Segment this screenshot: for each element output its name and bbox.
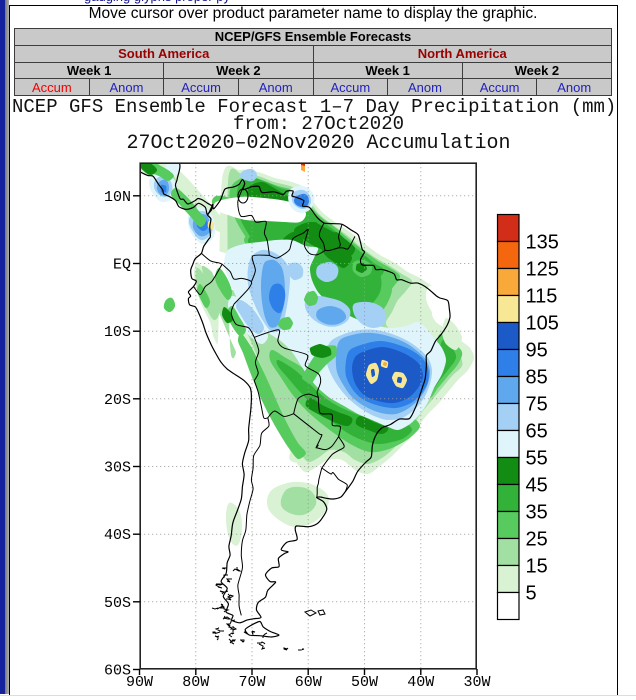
svg-text:60S: 60S (104, 663, 131, 680)
svg-text:65: 65 (526, 421, 548, 443)
svg-text:40S: 40S (104, 527, 131, 544)
svg-text:50S: 50S (104, 595, 131, 612)
svg-text:125: 125 (526, 259, 559, 281)
svg-text:115: 115 (526, 286, 558, 308)
svg-text:85: 85 (526, 367, 548, 389)
svg-text:40W: 40W (407, 674, 434, 691)
svg-text:50W: 50W (351, 674, 378, 691)
svg-text:15: 15 (526, 556, 548, 578)
svg-text:80W: 80W (182, 674, 209, 691)
svg-text:35: 35 (526, 502, 548, 524)
svg-text:60W: 60W (295, 674, 322, 691)
svg-text:5: 5 (526, 583, 537, 605)
svg-text:105: 105 (526, 313, 559, 335)
svg-text:EQ: EQ (113, 257, 131, 274)
svg-text:10S: 10S (104, 324, 131, 341)
svg-text:20S: 20S (104, 392, 131, 409)
svg-text:25: 25 (526, 529, 548, 551)
svg-text:70W: 70W (238, 674, 265, 691)
svg-text:75: 75 (526, 394, 548, 416)
svg-text:45: 45 (526, 475, 548, 497)
svg-text:30S: 30S (104, 460, 131, 477)
svg-text:55: 55 (526, 448, 548, 470)
svg-text:90W: 90W (126, 674, 153, 691)
svg-text:10N: 10N (104, 189, 131, 206)
svg-text:135: 135 (526, 232, 559, 254)
svg-text:30W: 30W (463, 674, 490, 691)
svg-text:95: 95 (526, 340, 548, 362)
